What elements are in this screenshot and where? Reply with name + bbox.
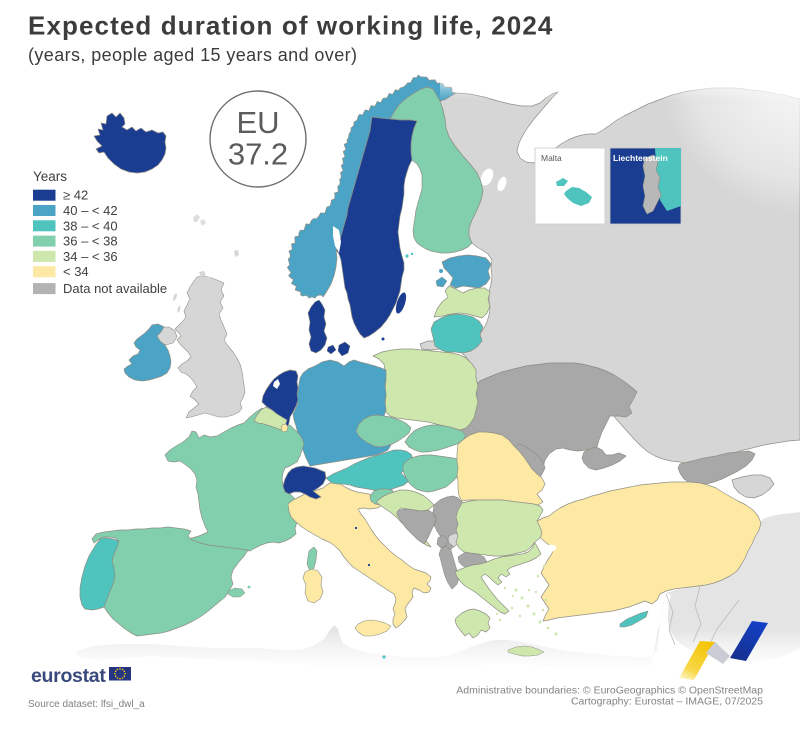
svg-text:Years: Years bbox=[33, 169, 67, 184]
svg-text:EU: EU bbox=[236, 105, 279, 140]
svg-text:Cartography: Eurostat – IMAGE,: Cartography: Eurostat – IMAGE, 07/2025 bbox=[571, 696, 763, 708]
svg-text:Liechtenstein: Liechtenstein bbox=[613, 153, 668, 163]
svg-text:36 – < 38: 36 – < 38 bbox=[63, 234, 118, 249]
svg-text:Administrative boundaries: © E: Administrative boundaries: © EuroGeograp… bbox=[456, 685, 763, 697]
svg-text:Malta: Malta bbox=[541, 153, 562, 163]
svg-text:≥ 42: ≥ 42 bbox=[63, 188, 88, 203]
svg-text:34 – < 36: 34 – < 36 bbox=[63, 249, 118, 264]
svg-text:37.2: 37.2 bbox=[228, 137, 288, 172]
svg-text:< 34: < 34 bbox=[63, 264, 89, 279]
svg-text:40 – < 42: 40 – < 42 bbox=[63, 203, 118, 218]
svg-text:(years, people aged 15 years a: (years, people aged 15 years and over) bbox=[28, 45, 357, 65]
svg-text:Data not available: Data not available bbox=[63, 281, 167, 296]
svg-text:Expected duration of working l: Expected duration of working life, 2024 bbox=[28, 11, 553, 41]
svg-text:eurostat: eurostat bbox=[31, 665, 106, 687]
svg-text:38 – < 40: 38 – < 40 bbox=[63, 218, 118, 233]
svg-text:Source dataset: lfsi_dwl_a: Source dataset: lfsi_dwl_a bbox=[28, 699, 145, 710]
